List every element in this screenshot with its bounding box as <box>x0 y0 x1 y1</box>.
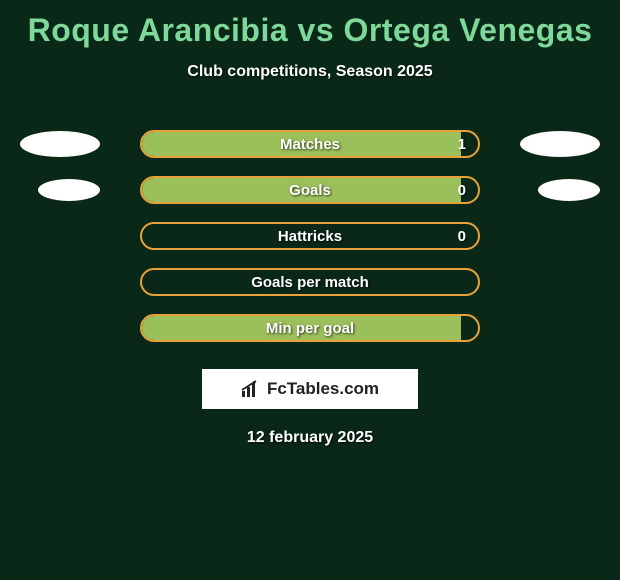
ellipse-left-icon <box>20 131 100 157</box>
stat-bar: Goals per match <box>140 268 480 296</box>
stat-value: 0 <box>458 228 466 245</box>
stat-bar: Matches 1 <box>140 130 480 158</box>
stat-row-matches: Matches 1 <box>0 121 620 167</box>
stats-area: Matches 1 Goals 0 Hattricks 0 Goals per … <box>0 121 620 351</box>
stat-label: Goals per match <box>142 274 478 291</box>
subtitle: Club competitions, Season 2025 <box>0 63 620 81</box>
stat-bar: Min per goal <box>140 314 480 342</box>
stat-bar: Hattricks 0 <box>140 222 480 250</box>
page-title: Roque Arancibia vs Ortega Venegas <box>0 0 620 49</box>
stat-label: Min per goal <box>142 320 478 337</box>
date-label: 12 february 2025 <box>0 429 620 447</box>
ellipse-right-icon <box>520 131 600 157</box>
stat-row-gpm: Goals per match <box>0 259 620 305</box>
stat-label: Matches <box>142 136 478 153</box>
stat-bar: Goals 0 <box>140 176 480 204</box>
stat-value: 0 <box>458 182 466 199</box>
stat-label: Goals <box>142 182 478 199</box>
ellipse-right-icon <box>538 179 600 201</box>
stat-row-mpg: Min per goal <box>0 305 620 351</box>
stat-value: 1 <box>458 136 466 153</box>
source-logo: FcTables.com <box>202 369 418 409</box>
stat-label: Hattricks <box>142 228 478 245</box>
bar-chart-icon <box>241 380 263 398</box>
stat-row-goals: Goals 0 <box>0 167 620 213</box>
stat-row-hattricks: Hattricks 0 <box>0 213 620 259</box>
logo-text: FcTables.com <box>267 379 379 399</box>
ellipse-left-icon <box>38 179 100 201</box>
